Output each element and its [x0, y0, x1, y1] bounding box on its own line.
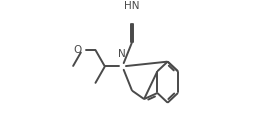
Text: O: O: [74, 45, 82, 55]
Text: HN: HN: [124, 1, 140, 11]
Text: N: N: [118, 49, 126, 59]
